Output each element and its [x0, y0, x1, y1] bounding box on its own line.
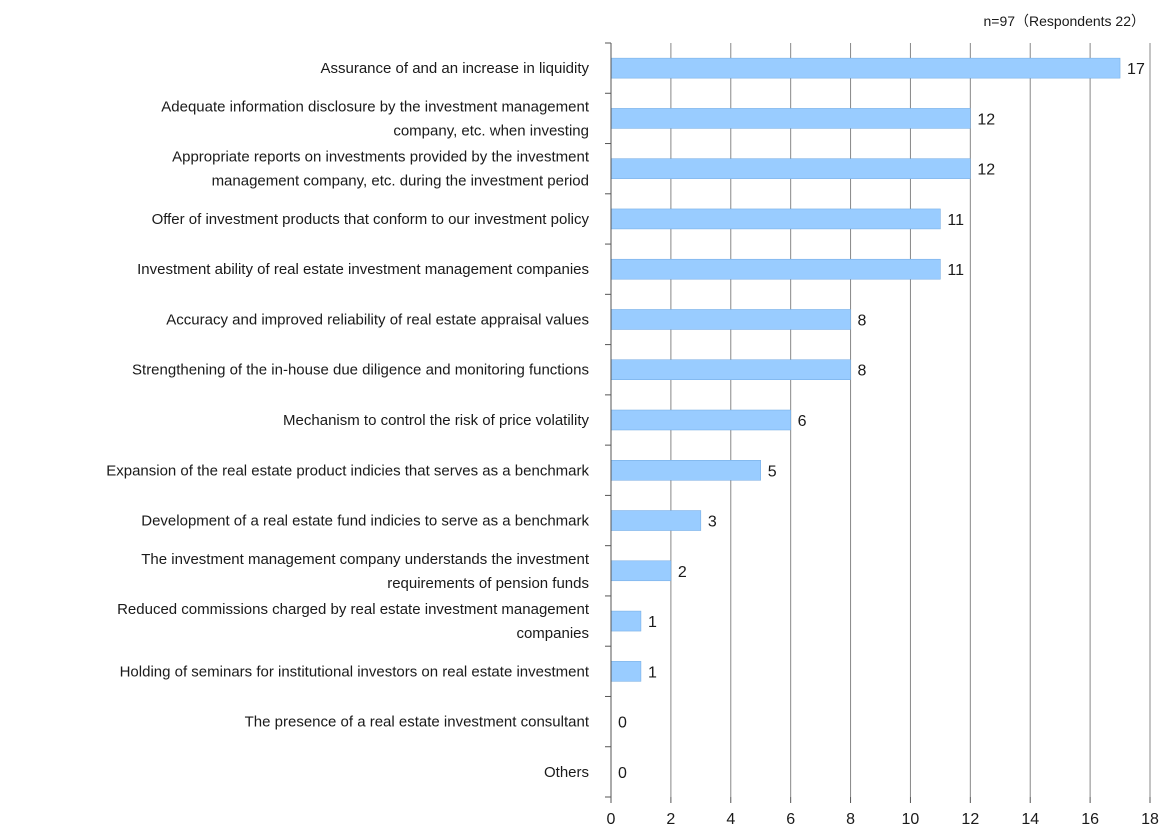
category-label: Expansion of the real estate product ind… — [106, 462, 589, 479]
category-label-line: Reduced commissions charged by real esta… — [117, 601, 590, 618]
value-label: 17 — [1127, 61, 1145, 78]
category-label-line: requirements of pension funds — [387, 575, 589, 592]
category-label: Strengthening of the in-house due dilige… — [132, 362, 589, 379]
category-label: Reduced commissions charged by real esta… — [117, 601, 590, 642]
x-tick-label: 14 — [1021, 811, 1039, 828]
category-label-line: companies — [516, 625, 589, 642]
bar — [610, 158, 971, 179]
x-tick-label: 10 — [902, 811, 920, 828]
value-label: 2 — [678, 564, 687, 581]
bar — [610, 359, 851, 380]
bar — [610, 560, 672, 582]
bar — [610, 409, 791, 431]
value-label: 3 — [708, 514, 717, 531]
x-tick-label: 18 — [1141, 811, 1159, 828]
category-label: Accuracy and improved reliability of rea… — [166, 311, 589, 328]
value-label: 8 — [858, 312, 867, 329]
category-labels: Assurance of and an increase in liquidit… — [106, 60, 590, 781]
category-label-line: Expansion of the real estate product ind… — [106, 462, 589, 479]
value-label: 0 — [618, 715, 627, 732]
category-label-line: Accuracy and improved reliability of rea… — [166, 311, 589, 328]
value-label: 5 — [768, 463, 777, 480]
category-label: Adequate information disclosure by the i… — [161, 98, 590, 139]
x-tick-label: 12 — [961, 811, 979, 828]
value-label: 0 — [618, 765, 627, 782]
category-label: Others — [544, 764, 589, 781]
category-label-line: company, etc. when investing — [393, 122, 589, 139]
category-label-line: Strengthening of the in-house due dilige… — [132, 362, 589, 379]
bar — [610, 610, 642, 632]
x-tick-label: 4 — [726, 811, 735, 828]
category-label-line: Mechanism to control the risk of price v… — [283, 412, 589, 429]
category-label: Mechanism to control the risk of price v… — [283, 412, 589, 429]
bar — [610, 258, 941, 280]
category-label: The presence of a real estate investment… — [245, 714, 590, 731]
value-label: 12 — [977, 162, 995, 179]
category-label-line: Holding of seminars for institutional in… — [120, 663, 590, 680]
x-tick-label: 16 — [1081, 811, 1099, 828]
x-tick-label: 0 — [607, 811, 616, 828]
category-label: Appropriate reports on investments provi… — [172, 149, 590, 190]
category-label-line: The investment management company unders… — [141, 551, 590, 568]
bar — [610, 460, 761, 481]
sample-size-note: n=97（Respondents 22） — [984, 13, 1146, 29]
value-label: 1 — [648, 614, 657, 631]
bar — [610, 309, 851, 330]
value-label: 8 — [858, 363, 867, 380]
bar — [610, 57, 1121, 79]
category-label-line: Appropriate reports on investments provi… — [172, 149, 590, 166]
value-label: 11 — [947, 212, 964, 229]
axes — [605, 42, 1151, 803]
value-label: 1 — [648, 664, 657, 681]
category-label-line: Offer of investment products that confor… — [152, 211, 590, 228]
category-label-line: Assurance of and an increase in liquidit… — [321, 60, 590, 77]
value-label: 6 — [798, 413, 807, 430]
category-label-line: Investment ability of real estate invest… — [137, 261, 589, 278]
value-label: 12 — [977, 111, 995, 128]
category-label-line: Adequate information disclosure by the i… — [161, 98, 590, 115]
x-tick-label: 2 — [666, 811, 675, 828]
x-tick-label: 6 — [786, 811, 795, 828]
x-tick-label: 8 — [846, 811, 855, 828]
category-label: Assurance of and an increase in liquidit… — [321, 60, 590, 77]
value-label: 11 — [947, 262, 964, 279]
bar — [610, 510, 702, 531]
category-label-line: management company, etc. during the inve… — [212, 173, 589, 190]
bar — [610, 661, 642, 682]
x-tick-labels: 0 2 4 6 8 10 12 14 16 18 — [607, 811, 1159, 828]
category-label-line: Others — [544, 764, 589, 781]
category-label: Offer of investment products that confor… — [152, 211, 590, 228]
category-label: The investment management company unders… — [141, 551, 590, 592]
category-label: Holding of seminars for institutional in… — [120, 663, 590, 680]
category-label-line: The presence of a real estate investment… — [245, 714, 590, 731]
category-label: Development of a real estate fund indici… — [141, 513, 589, 530]
category-label-line: Development of a real estate fund indici… — [141, 513, 589, 530]
bar — [610, 208, 941, 230]
category-label: Investment ability of real estate invest… — [137, 261, 589, 278]
bar — [610, 108, 971, 129]
